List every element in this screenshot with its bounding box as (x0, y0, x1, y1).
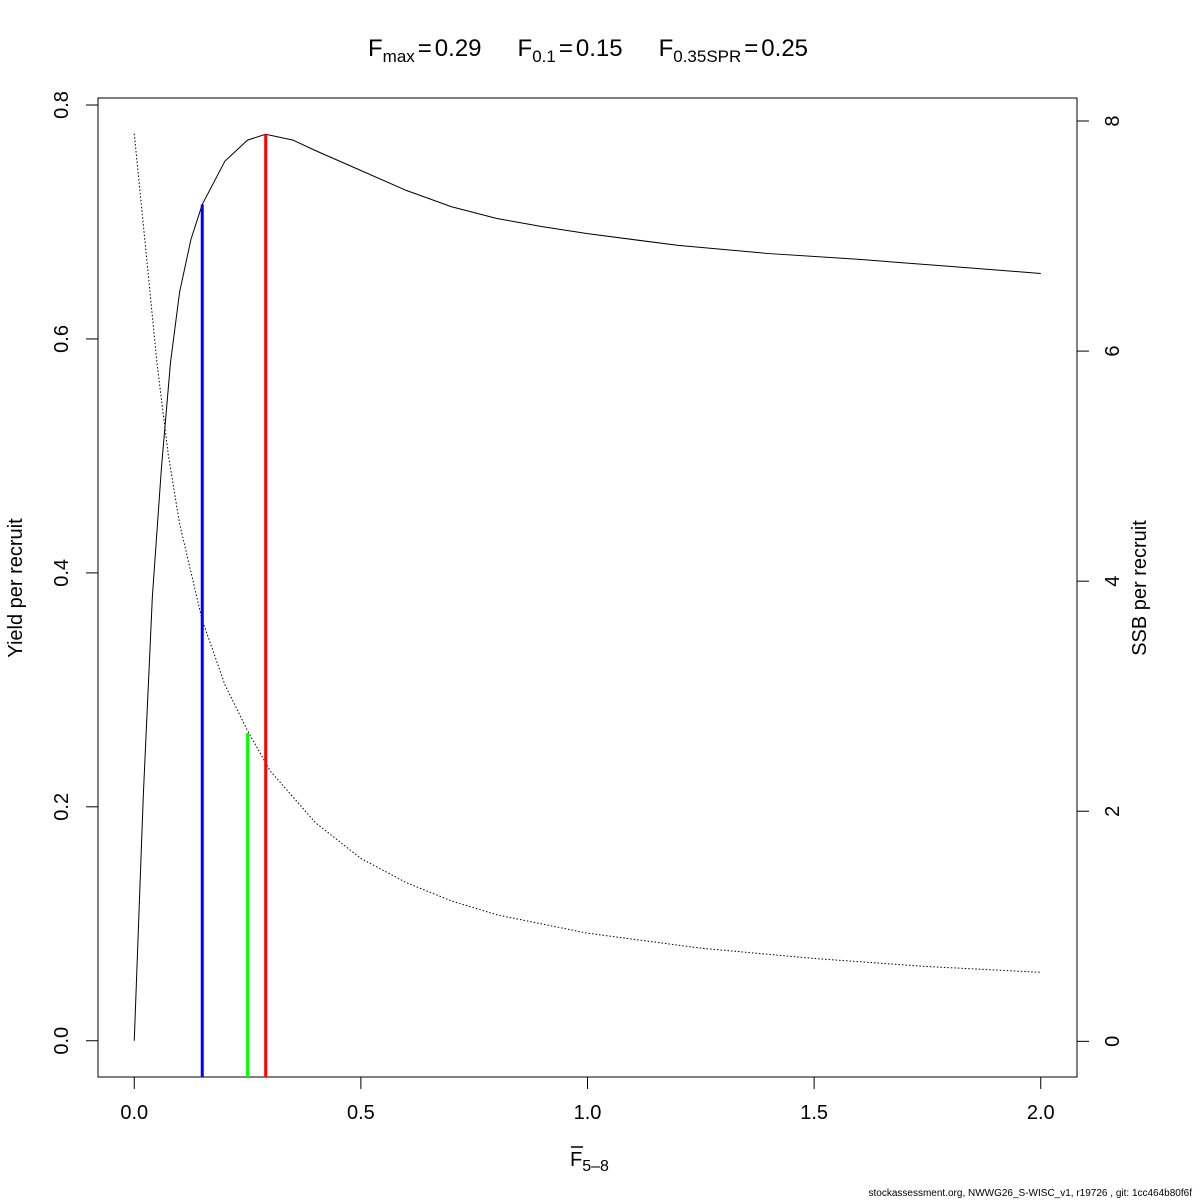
title-subscript: max (383, 47, 416, 66)
title-relation: = (559, 35, 573, 62)
ssb-curve (133, 133, 1041, 973)
y-tick-label: 0.4 (51, 559, 73, 587)
footer: stockassessment.org, NWWG26_S-WISC_v1, r… (869, 1188, 1193, 1199)
title-relation: = (418, 35, 432, 62)
title-subscript: 0.35SPR (673, 47, 741, 66)
x-tick-label: 1.0 (574, 1102, 602, 1124)
x-tick-label: 0.0 (120, 1102, 148, 1124)
title-subscript: 0.1 (532, 47, 556, 66)
title-value: 0.25 (761, 35, 808, 62)
y2-tick-label: 2 (1102, 806, 1124, 817)
y2-tick-label: 6 (1102, 346, 1124, 357)
y2-tick-label: 0 (1102, 1036, 1124, 1047)
y-tick-label: 0.0 (51, 1027, 73, 1055)
title-value: 0.15 (576, 35, 623, 62)
y2-axis-label: SSB per recruit (1129, 520, 1151, 656)
title-relation: = (744, 35, 758, 62)
title-value: 0.29 (435, 35, 482, 62)
title-symbol: F (659, 35, 674, 62)
y-tick-label: 0.2 (51, 793, 73, 821)
y-tick-label: 0.6 (51, 325, 73, 353)
y2-tick-label: 8 (1102, 115, 1124, 126)
x-tick-label: 1.5 (800, 1102, 828, 1124)
x-axis-label: F5–8 (570, 1149, 609, 1175)
yield-curve (133, 133, 1041, 1041)
title-symbol: F (368, 35, 383, 62)
chart-title: Fmax = 0.29 F0.1 = 0.15 F0.35SPR = 0.25 (368, 35, 808, 66)
title-symbol: F (518, 35, 533, 62)
x-tick-label: 2.0 (1027, 1102, 1055, 1124)
y-axis-label: Yield per recruit (5, 518, 27, 658)
x-tick-label: 0.5 (347, 1102, 375, 1124)
x-label-symbol: F (570, 1149, 582, 1171)
y-tick-label: 0.8 (51, 91, 73, 119)
x-label-subscript: 5–8 (582, 1158, 609, 1175)
y2-tick-label: 4 (1102, 576, 1124, 587)
